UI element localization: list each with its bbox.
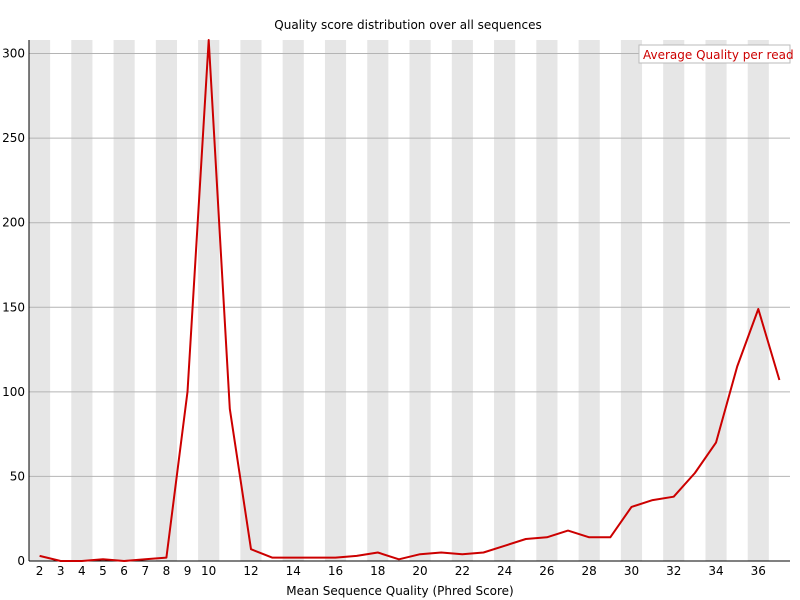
- series-layer: [39, 39, 781, 562]
- alternating-background-bands: [29, 40, 769, 561]
- background-band: [747, 40, 769, 561]
- y-tick-label: 50: [10, 469, 25, 483]
- background-band: [155, 40, 177, 561]
- x-tick-label: 24: [497, 564, 512, 578]
- legend: Average Quality per read: [638, 44, 794, 64]
- background-band: [409, 40, 431, 561]
- chart-title: Quality score distribution over all sequ…: [274, 18, 541, 32]
- x-tick-label: 18: [370, 564, 385, 578]
- x-tick-label: 12: [243, 564, 258, 578]
- x-tick-label: 30: [624, 564, 639, 578]
- y-tick-label: 150: [2, 300, 25, 314]
- background-band: [29, 40, 51, 561]
- background-band: [198, 40, 220, 561]
- x-axis-label: Mean Sequence Quality (Phred Score): [286, 584, 514, 598]
- legend-box: [638, 44, 791, 64]
- background-band: [494, 40, 516, 561]
- x-tick-label: 32: [666, 564, 681, 578]
- x-tick-label: 26: [539, 564, 554, 578]
- y-tick-label: 0: [17, 554, 25, 568]
- background-band: [663, 40, 685, 561]
- background-band: [620, 40, 643, 561]
- x-tick-labels: 2 3 4 5 6 7 8 9 10 12 14 16 18 20 22 24 26 28 30 32 34 36: [36, 564, 766, 578]
- background-band: [324, 40, 347, 561]
- y-tick-label: 300: [2, 47, 25, 61]
- x-tick-label: 28: [582, 564, 597, 578]
- x-tick-label: 3: [57, 564, 65, 578]
- background-band: [536, 40, 558, 561]
- background-band: [451, 40, 473, 561]
- y-tick-label: 100: [2, 385, 25, 399]
- x-tick-label: 5: [99, 564, 107, 578]
- legend-label: Average Quality per read: [643, 48, 794, 62]
- x-tick-label: 7: [141, 564, 149, 578]
- x-tick-label: 22: [455, 564, 470, 578]
- background-band: [240, 40, 262, 561]
- x-tick-label: 10: [201, 564, 216, 578]
- background-band: [71, 40, 93, 561]
- x-tick-label: 16: [328, 564, 343, 578]
- series-line-average-quality: [39, 39, 781, 562]
- y-tick-label: 250: [2, 131, 25, 145]
- x-tick-label: 36: [751, 564, 766, 578]
- x-tick-label: 6: [120, 564, 128, 578]
- x-tick-label: 20: [412, 564, 427, 578]
- background-band: [113, 40, 135, 561]
- background-band: [578, 40, 600, 561]
- x-tick-label: 14: [286, 564, 301, 578]
- background-band: [705, 40, 727, 561]
- x-tick-label: 4: [78, 564, 86, 578]
- background-band: [367, 40, 389, 561]
- x-tick-label: 9: [184, 564, 192, 578]
- background-band: [282, 40, 304, 561]
- x-tick-label: 8: [163, 564, 171, 578]
- y-tick-labels: 0 50 100 150 200 250 300: [2, 47, 25, 568]
- x-tick-label: 2: [36, 564, 44, 578]
- gridlines: [29, 53, 790, 477]
- y-tick-label: 200: [2, 216, 25, 230]
- x-tick-label: 34: [708, 564, 723, 578]
